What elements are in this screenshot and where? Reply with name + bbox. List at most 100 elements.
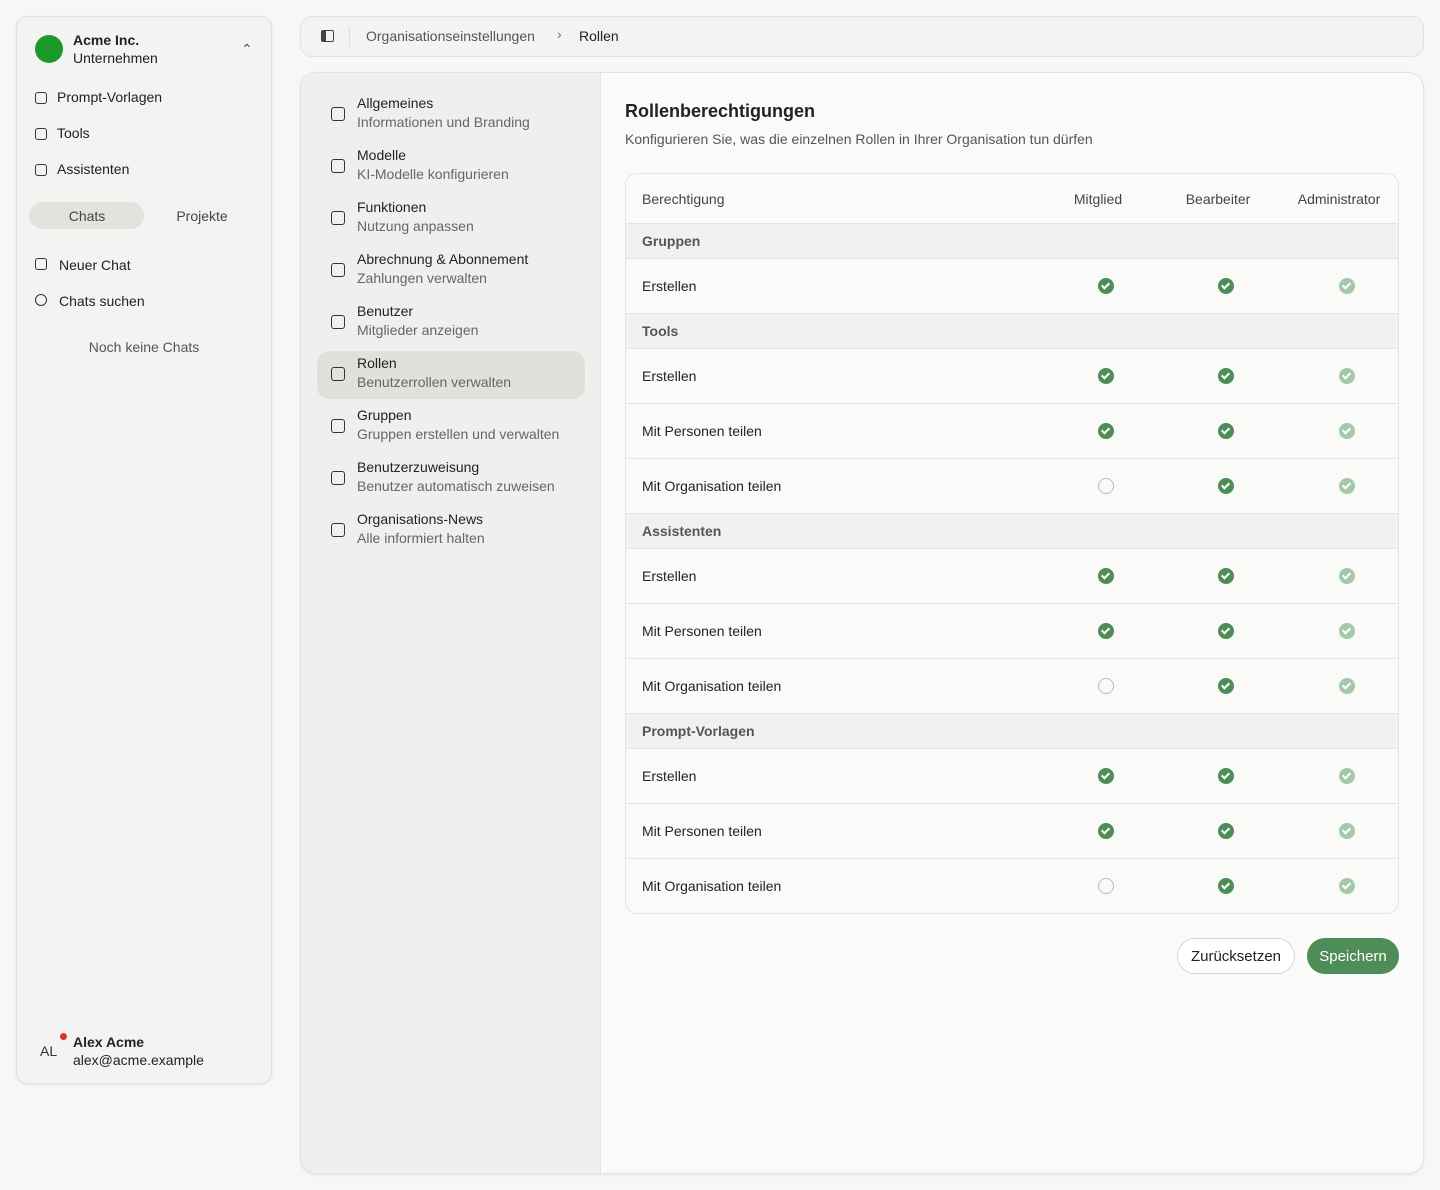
check[interactable] [1098, 423, 1114, 439]
check [1339, 368, 1355, 384]
check-tick [1220, 680, 1231, 690]
check[interactable] [1218, 768, 1234, 784]
check-empty[interactable] [1098, 678, 1114, 694]
settings-title[interactable]: Gruppen [357, 407, 412, 423]
permission-label: Mit Personen teilen [642, 623, 762, 639]
column-header: Berechtigung [642, 190, 725, 207]
permission-label: Mit Personen teilen [642, 423, 762, 439]
permission-label: Mit Organisation teilen [642, 478, 782, 494]
tab[interactable]: Chats [68, 208, 106, 224]
check [1339, 878, 1355, 894]
check-tick [1341, 625, 1352, 635]
check-tick [1220, 770, 1231, 780]
check[interactable] [1098, 768, 1114, 784]
org-logo [35, 35, 63, 63]
separator: › [557, 26, 562, 42]
check-tick [1100, 280, 1111, 290]
check[interactable] [1218, 823, 1234, 839]
divider [349, 27, 350, 47]
check[interactable] [1218, 423, 1234, 439]
settings-title[interactable]: Rollen [357, 355, 397, 371]
check [1339, 478, 1355, 494]
permission-row: Mit Organisation teilen [626, 658, 1398, 713]
check-empty[interactable] [1098, 478, 1114, 494]
check[interactable] [1218, 278, 1234, 294]
check[interactable] [1098, 368, 1114, 384]
settings-subtitle: Alle informiert halten [357, 530, 485, 546]
permission-row: Mit Personen teilen [626, 603, 1398, 658]
permission-label: Mit Personen teilen [642, 823, 762, 839]
check-tick [1220, 825, 1231, 835]
action[interactable]: Chats suchen [59, 293, 145, 309]
check-tick [1220, 625, 1231, 635]
permission-row: Mit Personen teilen [626, 803, 1398, 858]
column-header: Bearbeiter [1185, 190, 1251, 207]
org-type[interactable]: Unternehmen [73, 50, 158, 66]
check-tick [1220, 370, 1231, 380]
check-tick [1220, 570, 1231, 580]
nav-item[interactable]: Prompt-Vorlagen [57, 89, 163, 105]
org-switch[interactable]: ⌃ [241, 41, 253, 57]
settings-subtitle: KI-Modelle konfigurieren [357, 166, 509, 182]
avatar: AL [40, 1043, 58, 1059]
settings-title[interactable]: Modelle [357, 147, 407, 163]
permission-label: Mit Organisation teilen [642, 678, 782, 694]
nav-item[interactable]: Tools [57, 125, 90, 141]
check [1339, 768, 1355, 784]
check-tick [1341, 825, 1352, 835]
settings-title[interactable]: Funktionen [357, 199, 427, 215]
check[interactable] [1218, 478, 1234, 494]
user-email[interactable]: alex@acme.example [73, 1052, 204, 1068]
check-empty[interactable] [1098, 878, 1114, 894]
settings-title[interactable]: Allgemeines [357, 95, 434, 111]
org-name: Acme Inc. [73, 32, 140, 48]
permission-row: Mit Personen teilen [626, 403, 1398, 458]
reset-button[interactable]: Zurücksetzen [1177, 938, 1295, 974]
check-tick [1100, 425, 1111, 435]
settings-title[interactable]: Abrechnung & Abonnement [357, 251, 529, 267]
permission-row: Erstellen [626, 748, 1398, 803]
check [1339, 568, 1355, 584]
nav-item[interactable]: Assistenten [57, 161, 130, 177]
settings-icon [331, 523, 345, 537]
settings-icon [331, 315, 345, 329]
check[interactable] [1218, 568, 1234, 584]
settings-icon [331, 367, 345, 381]
breadcrumb[interactable]: Organisationseinstellungen [366, 28, 535, 44]
tab[interactable]: Projekte [176, 208, 228, 224]
settings-title[interactable]: Benutzer [357, 303, 414, 319]
settings-icon [331, 107, 345, 121]
check[interactable] [1218, 368, 1234, 384]
settings-panel: Allgemeines Informationen und Branding Mod… [300, 72, 1424, 1174]
check[interactable] [1218, 623, 1234, 639]
nav-icon [35, 164, 47, 176]
action[interactable]: Neuer Chat [59, 257, 131, 273]
save-button[interactable]: Speichern [1307, 938, 1399, 974]
check[interactable] [1098, 568, 1114, 584]
check[interactable] [1098, 823, 1114, 839]
check[interactable] [1098, 278, 1114, 294]
sidebar: Acme Inc. Unternehmen ⌃ Chats Projekte N… [16, 16, 272, 1084]
check[interactable] [1098, 623, 1114, 639]
check-tick [1341, 880, 1352, 890]
column-header: Administrator [1297, 190, 1381, 207]
check-tick [1341, 370, 1352, 380]
check-tick [1341, 770, 1352, 780]
check[interactable] [1218, 878, 1234, 894]
sidebar-toggle[interactable] [321, 30, 334, 42]
group-name: Assistenten [642, 523, 722, 539]
nav-icon [35, 128, 47, 140]
column-header: Mitglied [1073, 190, 1123, 207]
settings-title[interactable]: Organisations-News [357, 511, 484, 527]
check[interactable] [1218, 678, 1234, 694]
check-tick [1100, 570, 1111, 580]
header-row: Berechtigung Mitglied Bearbeiter Administra… [626, 174, 1398, 223]
permission-label: Erstellen [642, 368, 697, 384]
settings-title[interactable]: Benutzerzuweisung [357, 459, 480, 475]
check [1339, 623, 1355, 639]
action-icon [35, 294, 47, 306]
group-row: Tools [626, 313, 1398, 348]
check-tick [1341, 570, 1352, 580]
